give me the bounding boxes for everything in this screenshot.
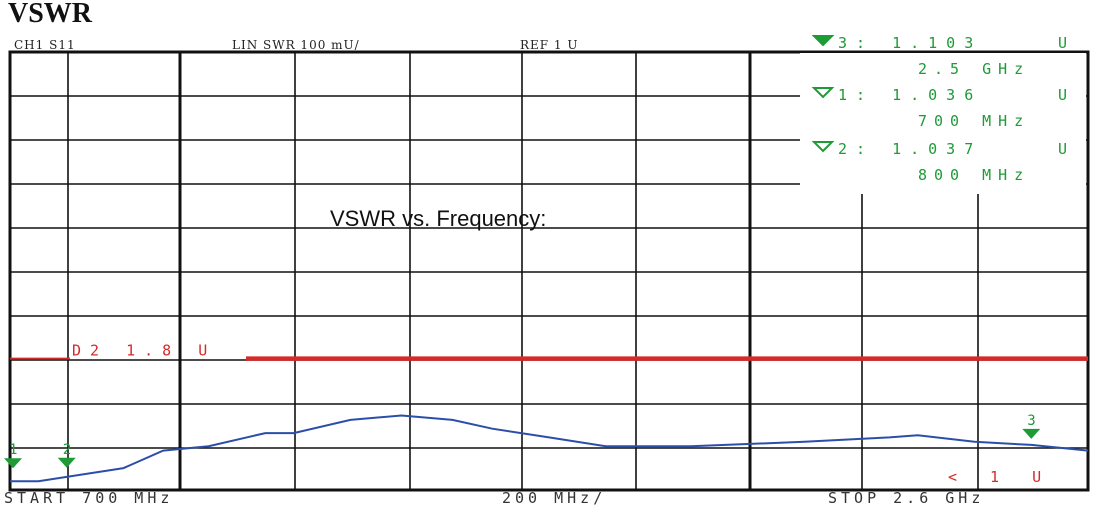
plot-frame bbox=[8, 50, 1090, 492]
readout-marker-1-unit: U bbox=[1058, 86, 1067, 104]
marker-layer: 1 2 3 bbox=[4, 413, 1041, 469]
span-per-division: 200 MHz/ bbox=[502, 489, 607, 507]
limit-line-label: D2 1.8 U bbox=[72, 342, 216, 360]
marker-2-triangle bbox=[57, 457, 76, 468]
readout-marker-3-unit: U bbox=[1058, 34, 1067, 52]
marker-3-number: 3 bbox=[1027, 413, 1035, 429]
trace-layer bbox=[10, 414, 1089, 483]
stop-frequency: STOP 2.6 GHz bbox=[828, 489, 985, 507]
readout-marker-1-icon bbox=[811, 87, 835, 99]
marker-2-number: 2 bbox=[63, 442, 71, 458]
readout-marker-2-frequency: 800 MHz bbox=[918, 166, 1030, 184]
limit-line-layer: D2 1.8 U bbox=[10, 342, 1088, 361]
marker-readout-panel: 3: 1.103 U 2.5 GHz 1: 1.036 U 700 MHz 2: 1.037… bbox=[800, 34, 1086, 194]
start-frequency: START 700 MHz bbox=[4, 489, 174, 507]
marker-1-triangle bbox=[4, 458, 22, 469]
readout-marker-3-frequency: 2.5 GHz bbox=[918, 60, 1030, 78]
chart-overlay-label: VSWR vs. Frequency: bbox=[330, 206, 546, 231]
page-title: VSWR bbox=[8, 0, 93, 29]
marker-1-number: 1 bbox=[9, 442, 17, 458]
vswr-trace bbox=[10, 414, 1089, 483]
readout-marker-2-unit: U bbox=[1058, 140, 1067, 158]
channel-label: CH1 S11 bbox=[14, 38, 76, 52]
scale-label: LIN SWR 100 mU/ bbox=[232, 38, 360, 52]
readout-panel-background bbox=[800, 53, 1086, 194]
readout-marker-2-icon bbox=[811, 141, 835, 153]
readout-marker-3-icon bbox=[811, 35, 835, 47]
bottom-right-marker-label: < 1 U bbox=[948, 468, 1053, 486]
readout-marker-2-value: 2: 1.037 bbox=[838, 140, 982, 158]
marker-3-triangle bbox=[1022, 428, 1041, 439]
readout-marker-3-value: 3: 1.103 bbox=[838, 34, 982, 52]
ref-label: REF 1 U bbox=[520, 38, 579, 52]
readout-marker-1-value: 1: 1.036 bbox=[838, 86, 982, 104]
readout-marker-1-frequency: 700 MHz bbox=[918, 112, 1030, 130]
